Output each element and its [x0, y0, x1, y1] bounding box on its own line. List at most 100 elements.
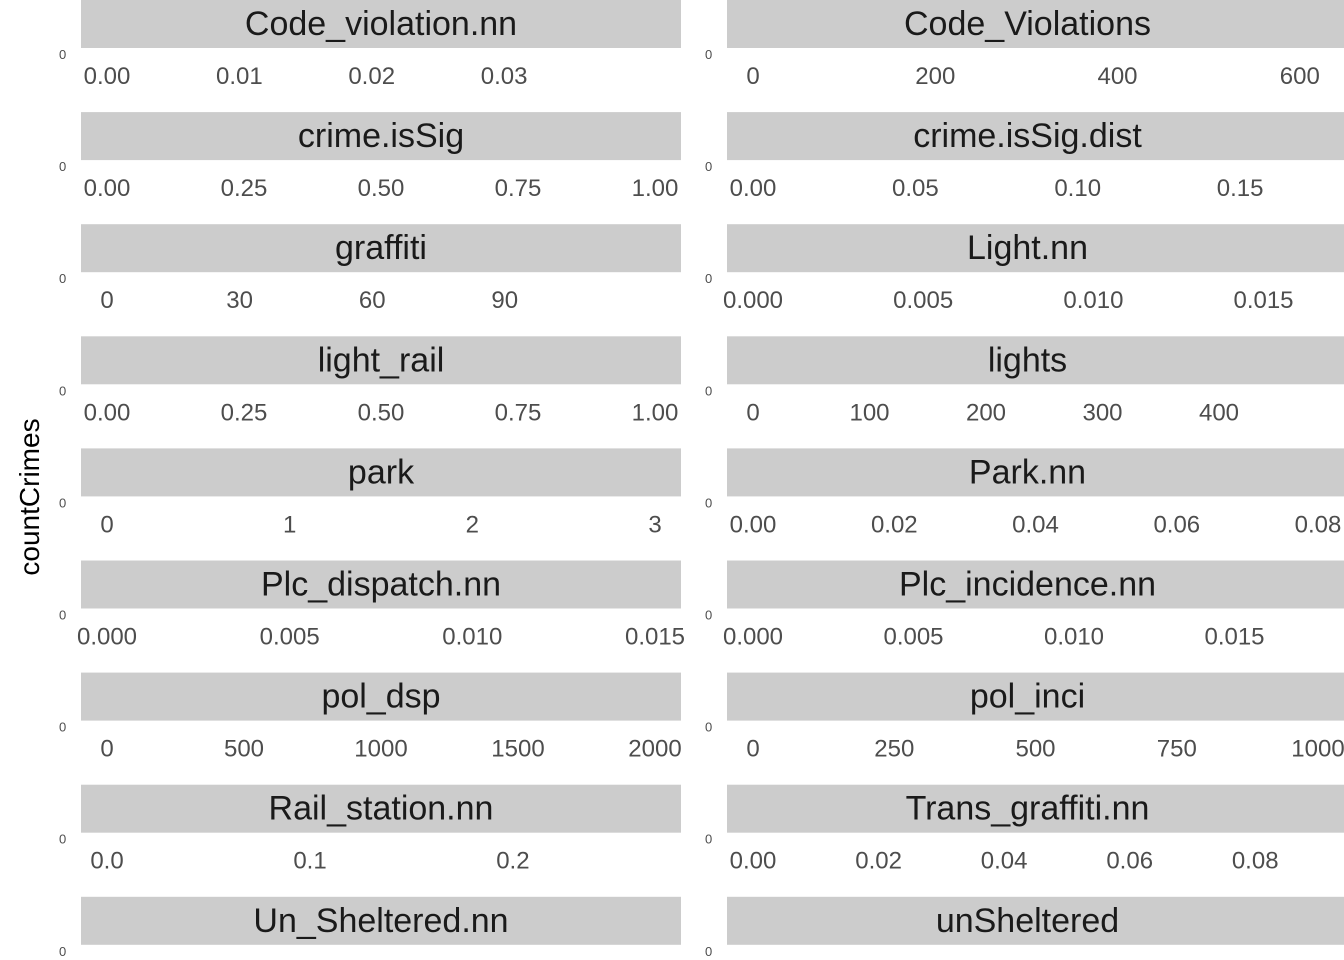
x-tick-label: 0.005 — [260, 624, 320, 651]
x-tick-label: 400 — [1199, 399, 1239, 426]
x-tick-label: 0.00 — [730, 511, 777, 538]
x-tick-label: 1 — [283, 511, 296, 538]
facet-title: unSheltered — [936, 902, 1119, 940]
x-tick-label: 2000 — [628, 736, 681, 763]
y-tick-label: 0 — [705, 271, 712, 286]
x-tick-label: 750 — [1157, 736, 1197, 763]
facet-panel: lights 0 0 100 200 300 400 — [705, 336, 1344, 426]
x-tick-label: 30 — [226, 287, 253, 314]
x-tick-label: 600 — [1280, 63, 1320, 90]
x-tick-label: 0.05 — [892, 175, 939, 202]
facet-strip — [81, 896, 681, 945]
x-tick-label: 1500 — [491, 736, 544, 763]
x-tick-label: 0.000 — [77, 624, 137, 651]
x-tick-label: 300 — [1082, 399, 1122, 426]
x-tick-label: 0.02 — [348, 63, 395, 90]
facet-strip — [727, 448, 1344, 497]
x-tick-label: 0.08 — [1232, 848, 1279, 875]
y-tick-label: 0 — [59, 159, 66, 174]
y-tick-label: 0 — [705, 944, 712, 959]
x-tick-label: 0.010 — [442, 624, 502, 651]
x-tick-label: 500 — [224, 736, 264, 763]
facet-strip — [81, 560, 681, 609]
y-tick-label: 0 — [705, 383, 712, 398]
facet-title: Un_Sheltered.nn — [253, 902, 508, 940]
x-tick-label: 0.75 — [495, 175, 542, 202]
facet-panel: graffiti 0 0 30 60 90 — [59, 224, 681, 314]
x-tick-label: 0.50 — [358, 399, 405, 426]
facet-panel: Rail_station.nn 0 0.0 0.1 0.2 — [59, 784, 681, 875]
x-tick-label: 0.02 — [871, 511, 918, 538]
x-tick-label: 0.000 — [723, 287, 783, 314]
x-tick-label: 0.06 — [1106, 848, 1153, 875]
x-tick-label: 0 — [746, 63, 759, 90]
x-tick-label: 0 — [746, 736, 759, 763]
x-tick-label: 0.50 — [358, 175, 405, 202]
facet-strip — [727, 112, 1344, 161]
x-tick-label: 0.08 — [1295, 511, 1342, 538]
facet-panel: pol_dsp 0 0 500 1000 1500 2000 — [59, 672, 682, 763]
x-tick-label: 0.00 — [730, 848, 777, 875]
y-tick-label: 0 — [705, 720, 712, 735]
x-tick-label: 1000 — [1291, 736, 1344, 763]
facet-strip — [727, 784, 1344, 833]
facet-title: Light.nn — [967, 229, 1088, 267]
x-tick-label: 0.015 — [1204, 624, 1264, 651]
facet-strip — [81, 784, 681, 833]
facet-strip — [81, 336, 681, 385]
facet-title: Plc_dispatch.nn — [261, 566, 501, 604]
y-tick-label: 0 — [705, 608, 712, 623]
facet-strip — [727, 336, 1344, 385]
y-tick-label: 0 — [59, 383, 66, 398]
facet-panel: park 0 0 1 2 3 — [59, 448, 681, 538]
facet-strip — [727, 224, 1344, 273]
x-tick-label: 0.00 — [84, 63, 131, 90]
x-tick-label: 0 — [100, 736, 113, 763]
x-tick-label: 0.04 — [981, 848, 1028, 875]
facet-strip — [81, 112, 681, 161]
y-tick-label: 0 — [59, 944, 66, 959]
y-tick-label: 0 — [59, 832, 66, 847]
facet-strip — [727, 672, 1344, 721]
x-tick-label: 100 — [849, 399, 889, 426]
facet-title: crime.isSig.dist — [913, 117, 1142, 155]
x-tick-label: 400 — [1097, 63, 1137, 90]
x-tick-label: 200 — [966, 399, 1006, 426]
x-tick-label: 0.02 — [855, 848, 902, 875]
x-tick-label: 0.04 — [1012, 511, 1059, 538]
facet-title: crime.isSig — [298, 117, 464, 155]
y-tick-label: 0 — [59, 271, 66, 286]
x-tick-label: 0 — [746, 399, 759, 426]
y-tick-label: 0 — [59, 495, 66, 510]
facet-panel: Light.nn 0 0.000 0.005 0.010 0.015 — [705, 224, 1344, 314]
facet-strip — [727, 560, 1344, 609]
x-tick-label: 0.1 — [293, 848, 326, 875]
facet-panel: pol_inci 0 0 250 500 750 1000 — [705, 672, 1344, 763]
x-tick-label: 0.15 — [1217, 175, 1264, 202]
facet-strip — [81, 0, 681, 48]
facet-panel: Code_violation.nn 0 0.00 0.01 0.02 0.03 — [59, 0, 681, 90]
facet-title: park — [348, 453, 415, 491]
y-tick-label: 0 — [705, 832, 712, 847]
x-tick-label: 500 — [1015, 736, 1055, 763]
x-tick-label: 1.00 — [632, 399, 679, 426]
facet-panel: Trans_graffiti.nn 0 0.00 0.02 0.04 0.06 0.08 — [705, 784, 1344, 875]
x-tick-label: 2 — [466, 511, 479, 538]
facet-panel: light_rail 0 0.00 0.25 0.50 0.75 1.00 — [59, 336, 681, 426]
x-tick-label: 0.2 — [496, 848, 529, 875]
x-tick-label: 60 — [359, 287, 386, 314]
y-tick-label: 0 — [59, 608, 66, 623]
x-tick-label: 0.01 — [216, 63, 263, 90]
x-tick-label: 0.015 — [1233, 287, 1293, 314]
x-tick-label: 0.06 — [1153, 511, 1200, 538]
x-tick-label: 0.03 — [481, 63, 528, 90]
y-tick-label: 0 — [705, 47, 712, 62]
x-tick-label: 0.005 — [883, 624, 943, 651]
x-tick-label: 0 — [100, 511, 113, 538]
y-tick-label: 0 — [59, 720, 66, 735]
y-tick-label: 0 — [59, 47, 66, 62]
facet-strip — [81, 448, 681, 497]
x-tick-label: 0.25 — [221, 399, 268, 426]
x-tick-label: 0.25 — [221, 175, 268, 202]
